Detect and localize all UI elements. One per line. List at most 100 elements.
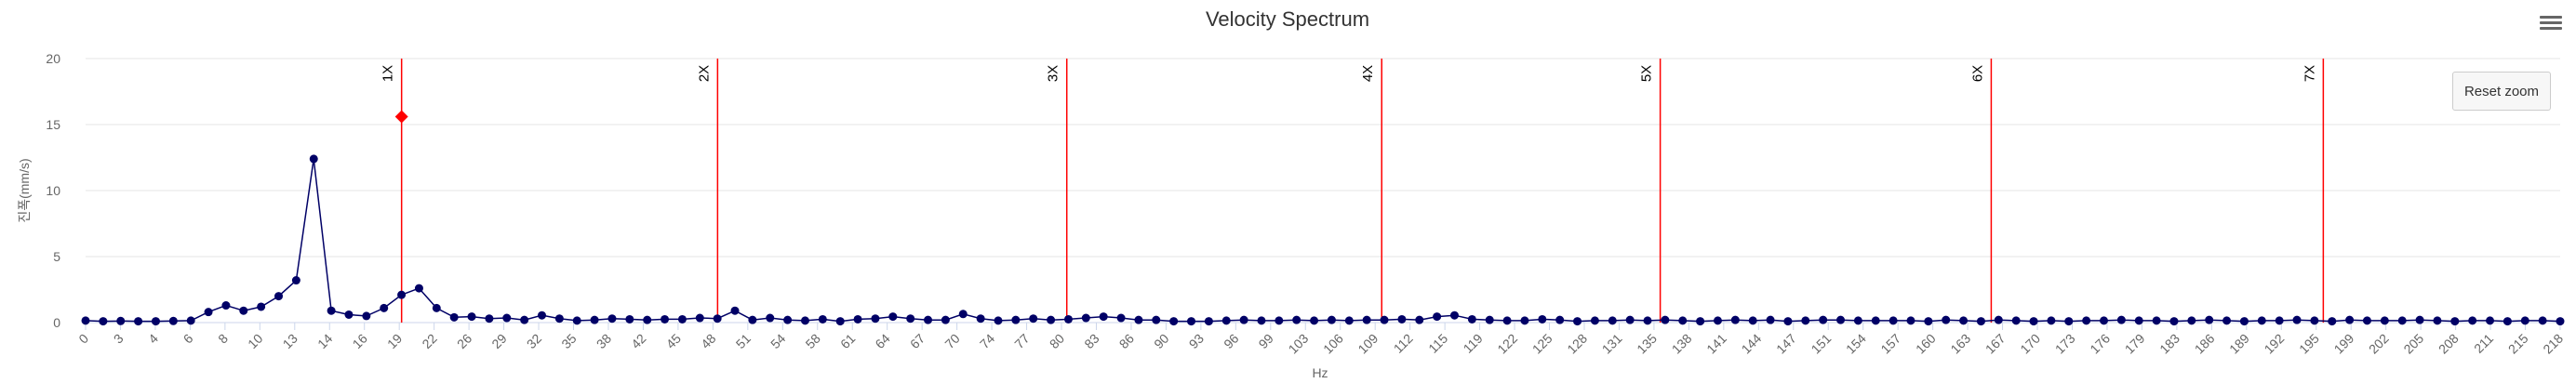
data-point[interactable] xyxy=(134,317,143,326)
data-point[interactable] xyxy=(1924,317,1933,326)
data-point[interactable] xyxy=(1766,315,1775,324)
data-point[interactable] xyxy=(800,316,809,325)
data-point[interactable] xyxy=(2187,316,2196,325)
data-point[interactable] xyxy=(625,314,634,324)
data-point[interactable] xyxy=(2380,316,2389,325)
data-point[interactable] xyxy=(1449,310,1459,320)
data-point[interactable] xyxy=(1063,314,1073,324)
data-point[interactable] xyxy=(2556,317,2565,326)
data-point[interactable] xyxy=(976,314,985,324)
data-point[interactable] xyxy=(1942,315,1951,324)
data-point[interactable] xyxy=(1853,316,1862,325)
data-point[interactable] xyxy=(1661,315,1670,324)
data-point[interactable] xyxy=(168,316,178,325)
data-point[interactable] xyxy=(2047,316,2056,325)
reset-zoom-button[interactable]: Reset zoom xyxy=(2452,72,2551,111)
data-point[interactable] xyxy=(1590,316,1599,325)
data-point[interactable] xyxy=(2450,317,2460,326)
data-point[interactable] xyxy=(924,315,933,324)
data-point[interactable] xyxy=(677,314,687,324)
data-point[interactable] xyxy=(204,308,213,317)
data-point[interactable] xyxy=(2029,317,2038,326)
data-point[interactable] xyxy=(520,315,529,324)
data-point[interactable] xyxy=(2257,316,2266,325)
data-point[interactable] xyxy=(748,315,757,324)
data-point[interactable] xyxy=(2468,316,2477,325)
data-point[interactable] xyxy=(2415,315,2424,324)
data-point[interactable] xyxy=(1344,316,1354,325)
data-point[interactable] xyxy=(1310,316,1319,325)
data-point[interactable] xyxy=(291,276,300,285)
data-point[interactable] xyxy=(607,314,617,324)
data-point[interactable] xyxy=(818,314,827,324)
data-point[interactable] xyxy=(1415,315,1424,324)
data-point[interactable] xyxy=(397,290,407,299)
data-point[interactable] xyxy=(186,316,195,325)
data-point[interactable] xyxy=(1467,314,1476,324)
data-point[interactable] xyxy=(1819,315,1828,324)
data-point[interactable] xyxy=(344,310,354,319)
data-point[interactable] xyxy=(2520,316,2529,325)
data-point[interactable] xyxy=(1643,316,1652,325)
data-point[interactable] xyxy=(2292,315,2302,324)
data-point[interactable] xyxy=(414,284,423,293)
data-point[interactable] xyxy=(502,313,512,323)
data-point[interactable] xyxy=(1011,315,1021,324)
data-point[interactable] xyxy=(994,316,1003,325)
data-point[interactable] xyxy=(1380,315,1389,324)
data-point[interactable] xyxy=(2345,315,2355,324)
data-point[interactable] xyxy=(1994,315,2003,324)
data-point[interactable] xyxy=(572,316,581,325)
data-point[interactable] xyxy=(1713,316,1722,325)
data-point[interactable] xyxy=(1976,317,1985,326)
data-point[interactable] xyxy=(327,306,336,315)
data-point[interactable] xyxy=(1696,317,1705,326)
data-point[interactable] xyxy=(537,310,546,320)
data-point[interactable] xyxy=(1889,316,1898,325)
data-point[interactable] xyxy=(2222,316,2232,325)
data-point[interactable] xyxy=(1555,315,1565,324)
data-point[interactable] xyxy=(1625,315,1635,324)
data-point[interactable] xyxy=(2486,316,2495,325)
data-point[interactable] xyxy=(661,314,670,324)
data-point[interactable] xyxy=(1520,316,1529,325)
data-point[interactable] xyxy=(2152,316,2161,325)
data-point[interactable] xyxy=(941,315,950,324)
data-point[interactable] xyxy=(2275,316,2284,325)
data-point[interactable] xyxy=(257,302,266,311)
data-point[interactable] xyxy=(1292,315,1301,324)
data-point[interactable] xyxy=(1397,314,1407,324)
data-point[interactable] xyxy=(1801,316,1810,325)
data-point[interactable] xyxy=(1081,313,1090,323)
data-point[interactable] xyxy=(871,314,880,324)
data-point[interactable] xyxy=(1573,317,1582,326)
data-point[interactable] xyxy=(2134,316,2143,325)
data-point[interactable] xyxy=(554,314,564,324)
data-point[interactable] xyxy=(2328,317,2337,326)
data-point[interactable] xyxy=(449,312,459,322)
data-point[interactable] xyxy=(1871,316,1880,325)
data-point[interactable] xyxy=(2205,315,2214,324)
data-point[interactable] xyxy=(1029,314,1038,324)
data-point[interactable] xyxy=(1221,316,1231,325)
data-point[interactable] xyxy=(2362,316,2371,325)
data-point[interactable] xyxy=(99,317,108,326)
data-point[interactable] xyxy=(1257,316,1266,325)
data-point[interactable] xyxy=(1433,312,1442,322)
data-point[interactable] xyxy=(2169,317,2179,326)
data-point[interactable] xyxy=(81,316,90,325)
data-point[interactable] xyxy=(1099,312,1108,322)
data-point[interactable] xyxy=(2503,317,2512,326)
data-point[interactable] xyxy=(309,154,318,164)
data-point[interactable] xyxy=(1748,316,1757,325)
data-point[interactable] xyxy=(1608,316,1617,325)
data-point[interactable] xyxy=(362,311,371,321)
data-point[interactable] xyxy=(1152,315,1161,324)
data-point[interactable] xyxy=(380,303,389,312)
data-point[interactable] xyxy=(1485,315,1494,324)
data-point[interactable] xyxy=(1116,313,1126,323)
data-point[interactable] xyxy=(1678,316,1688,325)
data-point[interactable] xyxy=(835,317,845,326)
data-point[interactable] xyxy=(888,312,898,322)
data-point[interactable] xyxy=(1204,317,1213,326)
